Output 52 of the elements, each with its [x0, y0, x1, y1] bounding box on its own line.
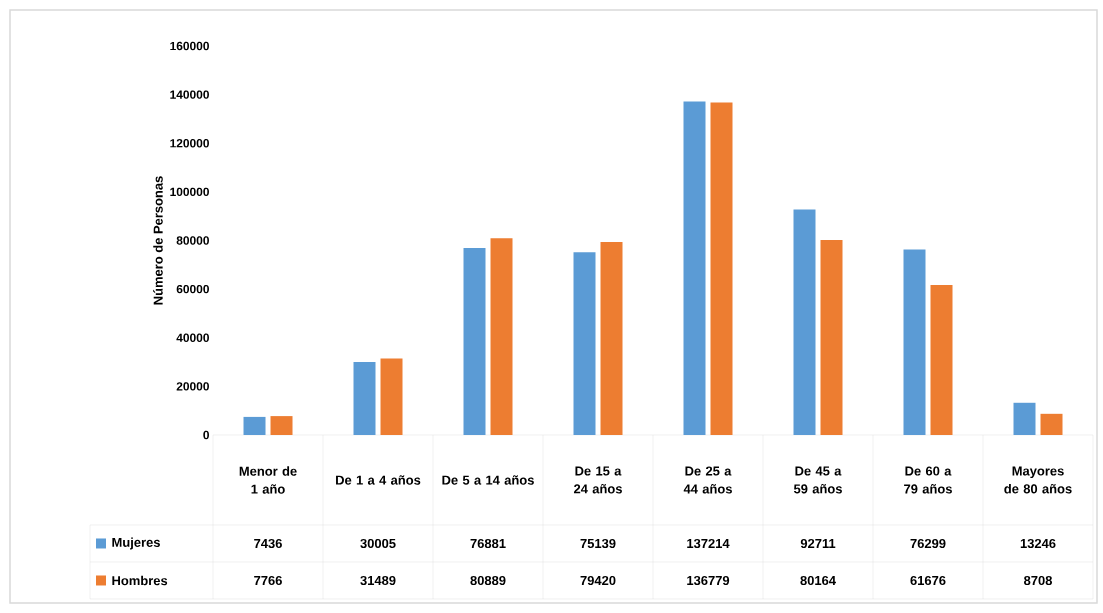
data-label: 8708	[1024, 575, 1053, 586]
y-axis-title: Número de Personas	[153, 176, 163, 305]
legend-label: Hombres	[112, 575, 168, 586]
x-tick-label: Menor de 1 año	[239, 466, 297, 494]
data-label: 92711	[800, 538, 836, 549]
bar	[1013, 402, 1036, 435]
data-label: 76299	[910, 538, 946, 549]
data-label: 13246	[1020, 538, 1056, 549]
bar	[243, 416, 266, 435]
data-label: 75139	[580, 538, 616, 549]
data-label: 137214	[687, 538, 730, 549]
data-label: 80164	[800, 575, 836, 586]
x-tick-label: De 60 a 79 años	[904, 466, 952, 494]
bar	[710, 102, 733, 435]
y-tick-label: 140000	[170, 90, 209, 99]
bar	[930, 285, 953, 435]
bar	[573, 252, 596, 435]
data-label: 31489	[360, 575, 396, 586]
y-tick-label: 160000	[170, 41, 209, 51]
bar	[270, 416, 293, 435]
data-label: 80889	[470, 575, 506, 586]
data-label: 7436	[254, 538, 282, 549]
data-label: 136779	[687, 575, 730, 586]
data-label: 76881	[470, 538, 506, 549]
y-tick-label: 60000	[176, 284, 209, 294]
bar	[600, 241, 623, 435]
bar	[490, 238, 513, 435]
bar	[820, 240, 843, 435]
y-tick-label: 120000	[170, 139, 209, 148]
x-tick-label: De 5 a 14 años	[442, 475, 534, 485]
data-label: 79420	[580, 575, 616, 586]
x-tick-label: De 25 a 44 años	[683, 466, 732, 494]
bar	[380, 358, 403, 435]
bar	[903, 249, 926, 435]
x-tick-label: De 15 a 24 años	[573, 466, 622, 494]
y-tick-label: 80000	[176, 236, 209, 245]
data-label: 30005	[360, 538, 396, 549]
y-tick-label: 40000	[176, 333, 209, 342]
data-label: 61676	[910, 575, 946, 586]
bar	[793, 209, 816, 435]
y-tick-label: 0	[203, 430, 209, 440]
data-label: 7766	[254, 575, 282, 586]
y-tick-label: 20000	[176, 382, 209, 391]
x-tick-label: De 45 a 59 años	[793, 466, 842, 494]
legend-label: Mujeres	[112, 537, 160, 550]
x-tick-label: Mayores de 80 años	[1004, 466, 1072, 494]
y-tick-label: 100000	[170, 187, 209, 197]
bar	[683, 101, 706, 435]
bar	[463, 248, 486, 435]
x-tick-label: De 1 a 4 años	[336, 475, 421, 485]
bar	[1040, 413, 1063, 435]
bar	[353, 362, 376, 435]
